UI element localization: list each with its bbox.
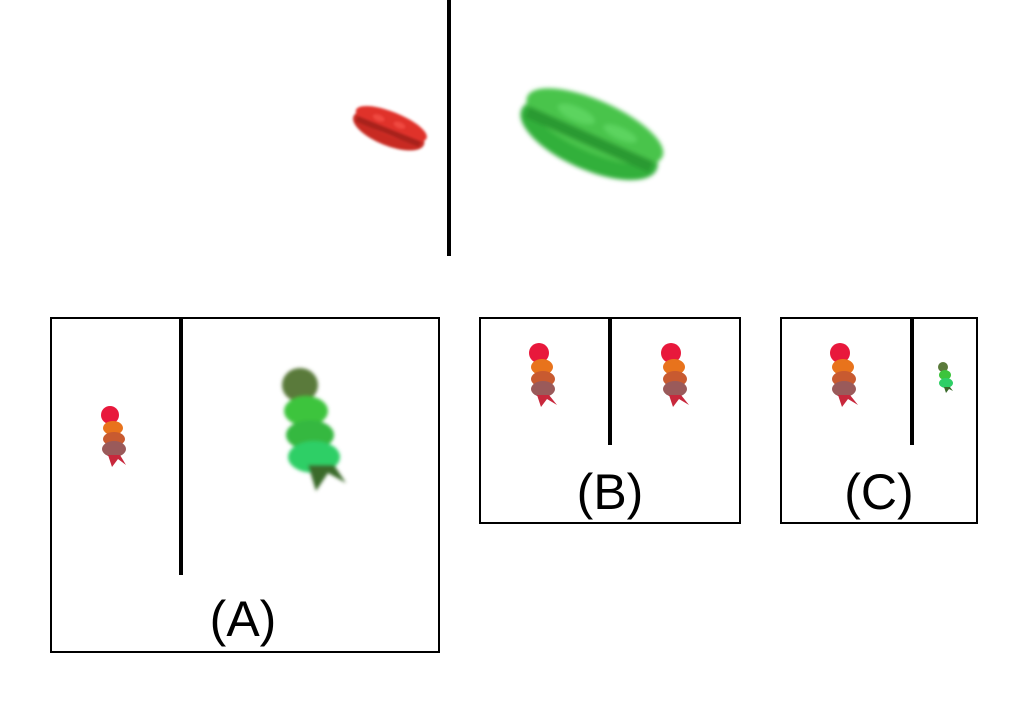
green-sandwich-image [520, 88, 664, 181]
option-a-divider [179, 319, 183, 575]
option-a-label: (A) [209, 591, 277, 647]
option-b-label: (B) [576, 464, 644, 520]
option-b-right-figure [661, 343, 689, 407]
option-a-left-figure [101, 406, 126, 467]
option-a-box[interactable]: (A) [50, 317, 440, 653]
red-sandwich-image [353, 105, 427, 151]
option-c-left-figure [830, 343, 858, 407]
option-c-label: (C) [844, 464, 914, 520]
option-a-right-figure [282, 368, 346, 491]
option-c-box[interactable]: (C) [780, 317, 978, 524]
option-c-right-figure [938, 362, 953, 393]
option-c-divider [910, 319, 914, 445]
option-b-divider [608, 319, 612, 445]
option-b-left-figure [529, 343, 557, 407]
reference-divider [447, 0, 451, 256]
option-b-box[interactable]: (B) [479, 317, 741, 524]
reference-panel [0, 0, 1027, 260]
